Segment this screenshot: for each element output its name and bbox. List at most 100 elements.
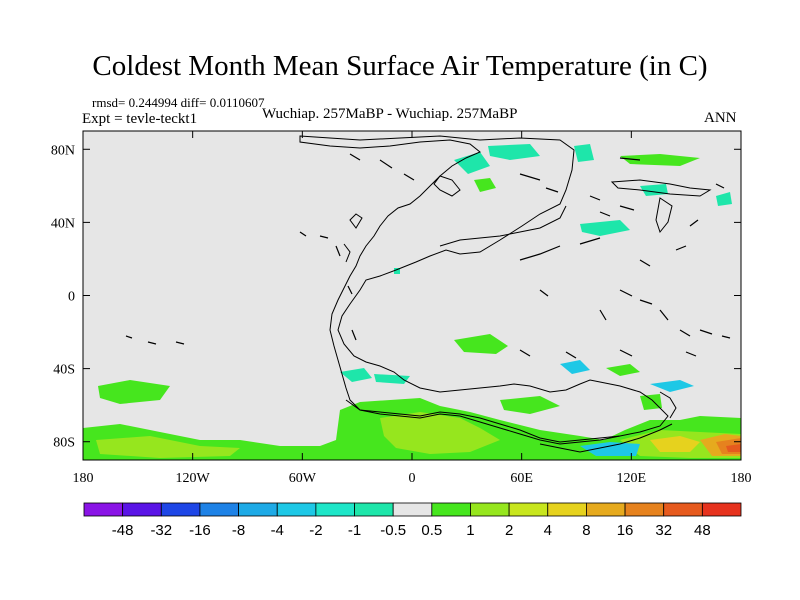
lon-tick-label: 60E xyxy=(510,471,533,486)
colorbar-label: -8 xyxy=(232,522,245,539)
island-fragment xyxy=(579,237,601,245)
colorbar-label: 8 xyxy=(582,522,590,539)
lon-tick-label: 180 xyxy=(73,471,94,486)
island-fragment xyxy=(175,341,185,345)
anomaly-patch-south-band-core xyxy=(380,412,500,454)
colorbar-label: -32 xyxy=(150,522,172,539)
colorbar-label: 1 xyxy=(466,522,474,539)
island-fragment xyxy=(125,335,133,339)
colorbar-swatch xyxy=(586,502,626,517)
island-fragment xyxy=(639,259,651,267)
island-fragment xyxy=(299,231,307,237)
rmsd-diff-stats: rmsd= 0.244994 diff= 0.0110607 xyxy=(92,95,265,110)
pangea-outline xyxy=(299,135,669,443)
lon-tick-label: 60W xyxy=(289,471,317,486)
island-fragment xyxy=(589,195,601,201)
anomaly-patch-south-band-core-2 xyxy=(96,436,240,458)
lat-tick-label: 40N xyxy=(51,216,75,231)
colorbar-label: -0.5 xyxy=(380,522,406,539)
lat-axis: 80N 40N 0 40S 80S xyxy=(51,143,741,451)
island-fragment xyxy=(519,349,531,357)
anomaly-patches xyxy=(83,144,741,460)
island-fragment xyxy=(675,245,687,251)
colorbar-label: -4 xyxy=(271,522,284,539)
east-arm xyxy=(439,205,567,247)
anomaly-patch-s-indian-2 xyxy=(606,364,640,376)
anomaly-patch-s-pacific-cool xyxy=(340,368,372,382)
island-fragment xyxy=(545,187,559,193)
comparison-label: Wuchiap. 257MaBP - Wuchiap. 257MaBP xyxy=(262,106,518,122)
colorbar-swatch xyxy=(276,502,317,517)
anomaly-patch-n-warm-1 xyxy=(474,178,496,192)
colorbar-swatch xyxy=(663,502,703,517)
anomaly-patch-n-warm-2 xyxy=(620,154,700,166)
anomaly-patch-n-cool-2 xyxy=(488,144,540,160)
island-fragment xyxy=(639,299,653,305)
island-fragment xyxy=(519,173,541,181)
lon-tick-label: 180 xyxy=(731,471,752,486)
colorbar-swatch xyxy=(701,502,742,517)
anomaly-patch-s-indian-cool xyxy=(560,360,590,374)
island-fragment xyxy=(619,289,633,297)
south-coast-band xyxy=(345,399,621,445)
island-fragment xyxy=(347,285,353,295)
island-fragment xyxy=(659,309,669,321)
continent-outlines xyxy=(299,135,712,453)
anomaly-patch-south-hot-1 xyxy=(650,436,700,452)
island-fragment xyxy=(699,329,713,335)
colorbar-label: -16 xyxy=(189,522,211,539)
ne-island-2 xyxy=(655,197,673,234)
lat-tick-label: 80N xyxy=(51,143,75,158)
colorbar-swatch xyxy=(122,502,162,517)
colorbar-swatch xyxy=(354,502,394,517)
anomaly-patch-se-cool xyxy=(650,380,694,392)
island-fragments xyxy=(125,153,731,359)
anomaly-patch-ne-cool xyxy=(580,220,630,236)
ne-island-1 xyxy=(610,179,712,197)
colorbar-label: -48 xyxy=(112,522,134,539)
anomaly-patch-n-cool-1 xyxy=(454,152,490,174)
season-label: ANN xyxy=(704,110,737,126)
anomaly-patch-south-extreme xyxy=(726,444,741,452)
colorbar-swatch xyxy=(624,502,665,517)
anomaly-patch-s-atlantic xyxy=(454,334,508,354)
lat-tick-label: 80S xyxy=(53,436,75,451)
colorbar-label: 2 xyxy=(505,522,513,539)
west-coast-detail xyxy=(349,213,363,229)
south-land-lower xyxy=(539,423,673,453)
colorbar: -48 -32 -16 -8 -4 -2 -1 -0.5 0.5 1 2 4 8 16 32 48 xyxy=(83,502,742,539)
island-fragment xyxy=(519,245,561,261)
colorbar-swatch xyxy=(392,502,433,517)
island-fragment xyxy=(619,205,635,211)
anomaly-patch-s-pacific-cool-2 xyxy=(374,374,410,384)
lon-tick-label: 120W xyxy=(176,471,211,486)
anomaly-patch-se-warm xyxy=(640,394,662,410)
island-fragment xyxy=(349,153,361,161)
island-fragment xyxy=(565,351,577,359)
island-fragment xyxy=(351,329,357,341)
island-fragment xyxy=(379,159,393,169)
island-fragment xyxy=(619,157,641,161)
island-fragment xyxy=(619,349,633,357)
island-fragment xyxy=(679,329,691,337)
island-fragment xyxy=(147,341,157,345)
southeast-coast xyxy=(659,391,677,419)
colorbar-swatch xyxy=(547,502,587,517)
colorbar-swatch xyxy=(508,502,549,517)
north-coast-detail xyxy=(433,175,461,197)
anomaly-patch-n-cool-3 xyxy=(574,144,594,162)
colorbar-label: 32 xyxy=(655,522,672,539)
island-fragment xyxy=(599,211,611,217)
lon-tick-label: 120E xyxy=(617,471,647,486)
island-fragment xyxy=(403,173,415,181)
island-fragment xyxy=(599,309,607,321)
colorbar-label: 4 xyxy=(544,522,552,539)
colorbar-swatch xyxy=(160,502,201,517)
anomaly-patch-ne-cool-3 xyxy=(716,192,732,206)
plot-title: Coldest Month Mean Surface Air Temperatu… xyxy=(92,50,708,82)
island-fragment xyxy=(539,289,549,297)
colorbar-swatch xyxy=(83,502,124,517)
anomaly-patch-sw-pacific xyxy=(98,380,170,404)
lon-axis: 180 120W 60W 0 60E 120E 180 xyxy=(73,131,752,486)
